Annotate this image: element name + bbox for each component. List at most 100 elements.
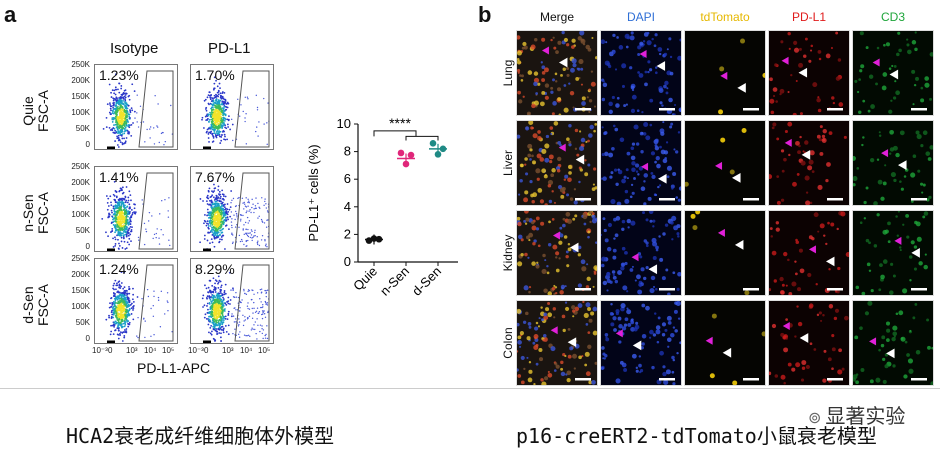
col-title-isotype: Isotype xyxy=(110,40,159,57)
data-point xyxy=(365,237,373,244)
caption-left: HCA2衰老成纤维细胞体外模型 xyxy=(66,424,335,448)
flow-plot-0-0: 1.23% xyxy=(94,64,178,150)
data-point xyxy=(434,151,442,158)
arrowhead-marker xyxy=(799,333,809,343)
scale-bar xyxy=(743,108,759,111)
scale-bar xyxy=(827,198,843,201)
arrowhead-marker xyxy=(894,236,902,245)
arrowhead-marker xyxy=(808,245,816,254)
arrowhead-marker xyxy=(737,83,746,93)
significance-bracket xyxy=(405,135,439,141)
micrograph-kidney-3 xyxy=(768,210,850,296)
x-tick-label: 10³ xyxy=(222,346,234,355)
micrograph-kidney-2 xyxy=(684,210,766,296)
wechat-icon: ⊚ xyxy=(808,410,822,427)
x-tick-label: 10⁴ xyxy=(144,346,157,355)
organ-label-liver: Liver xyxy=(501,150,515,177)
channel-title-dapi: DAPI xyxy=(626,10,655,24)
micrograph-colon-2 xyxy=(684,300,766,386)
arrowhead-marker xyxy=(784,138,792,147)
scale-bar xyxy=(911,198,927,201)
y-tick-label: 0 xyxy=(85,334,90,343)
y-tick-label: 10 xyxy=(337,116,351,131)
category-label: n-Sen xyxy=(377,264,412,299)
data-point xyxy=(370,235,378,242)
channel-title-merge: Merge xyxy=(539,10,574,24)
arrowhead-marker xyxy=(648,264,658,275)
gate-percentage: 7.67% xyxy=(195,169,235,185)
x-tick-label: 10⁻³ xyxy=(92,346,108,355)
channel-title-cd3: CD3 xyxy=(880,10,905,24)
scale-bar xyxy=(743,288,759,291)
y-tick-label: 0 xyxy=(344,254,351,269)
micrograph-lung-0 xyxy=(516,30,598,116)
micrograph-lung-1 xyxy=(600,30,682,116)
x-tick-label: 10³ xyxy=(126,346,138,355)
significance-bracket xyxy=(373,130,417,137)
micrograph-colon-4 xyxy=(852,300,934,386)
row-label-sample: n-Sen xyxy=(20,194,36,232)
row-label-axis: FSC-A xyxy=(35,284,51,326)
arrowhead-marker xyxy=(911,247,920,258)
micrograph-kidney-4 xyxy=(852,210,934,296)
scale-bar xyxy=(659,288,675,291)
micrograph-lung-4 xyxy=(852,30,934,116)
arrowhead-marker xyxy=(898,160,907,170)
gate-percentage: 1.41% xyxy=(99,169,139,185)
y-tick-label: 150K xyxy=(71,92,90,101)
micrograph-kidney-0 xyxy=(516,210,598,296)
arrowhead-marker xyxy=(541,46,549,55)
y-tick-label: 200K xyxy=(71,270,90,279)
y-tick-label: 200K xyxy=(71,76,90,85)
flow-plot-1-1: 7.67% xyxy=(190,166,274,252)
channel-title-tdtomato: tdTomato xyxy=(700,10,750,24)
flow-plot-0-1: 1.70% xyxy=(190,64,274,150)
data-point xyxy=(397,149,405,157)
arrowhead-marker xyxy=(801,149,811,160)
micrograph-liver-3 xyxy=(768,120,850,206)
x-tick-label: 10⁻³ xyxy=(188,346,204,355)
arrowhead-marker xyxy=(615,329,623,338)
arrowhead-marker xyxy=(722,347,732,358)
arrowhead-marker xyxy=(631,253,639,262)
y-tick-label: 250K xyxy=(71,254,90,263)
arrowhead-marker xyxy=(781,56,789,65)
organ-label-lung: Lung xyxy=(501,59,515,87)
y-tick-label: 50K xyxy=(75,318,90,327)
scale-bar xyxy=(659,108,675,111)
y-tick-label: 150K xyxy=(71,194,90,203)
data-point xyxy=(439,145,447,153)
scale-bar xyxy=(911,108,927,111)
y-axis-label: PD-L1⁺ cells (%) xyxy=(306,144,321,241)
micrograph-liver-1 xyxy=(600,120,682,206)
y-tick-label: 0 xyxy=(85,140,90,149)
row-label-sample: Quie xyxy=(20,96,36,126)
panel-b-letter: b xyxy=(478,2,492,27)
micrograph-liver-0 xyxy=(516,120,598,206)
y-tick-label: 100K xyxy=(71,210,90,219)
y-tick-label: 200K xyxy=(71,178,90,187)
organ-label-colon: Colon xyxy=(501,327,515,359)
col-title-pdl1: PD-L1 xyxy=(208,40,251,57)
gate-percentage: 8.29% xyxy=(195,261,235,277)
y-tick-label: 150K xyxy=(71,286,90,295)
x-tick-label: 10⁴ xyxy=(240,346,253,355)
y-tick-label: 6 xyxy=(344,171,351,186)
arrowhead-marker xyxy=(656,61,666,71)
arrowhead-marker xyxy=(639,50,647,59)
row-label-sample: d-Sen xyxy=(20,286,36,324)
scale-bar xyxy=(575,288,591,291)
arrowhead-marker xyxy=(567,337,577,348)
scale-bar xyxy=(575,378,591,381)
y-tick-label: 2 xyxy=(344,226,351,241)
arrowhead-marker xyxy=(552,231,560,240)
y-tick-label: 50K xyxy=(75,226,90,235)
row-label-2: d-Sen FSC-A xyxy=(20,275,51,335)
y-tick-label: 0 xyxy=(85,242,90,251)
arrowhead-marker xyxy=(550,326,558,335)
caption-right: p16-creERT2-tdTomato小鼠衰老模型 xyxy=(516,424,877,448)
flow-plot-2-0: 1.24% xyxy=(94,258,178,344)
row-label-axis: FSC-A xyxy=(35,90,51,132)
data-point xyxy=(407,151,415,159)
